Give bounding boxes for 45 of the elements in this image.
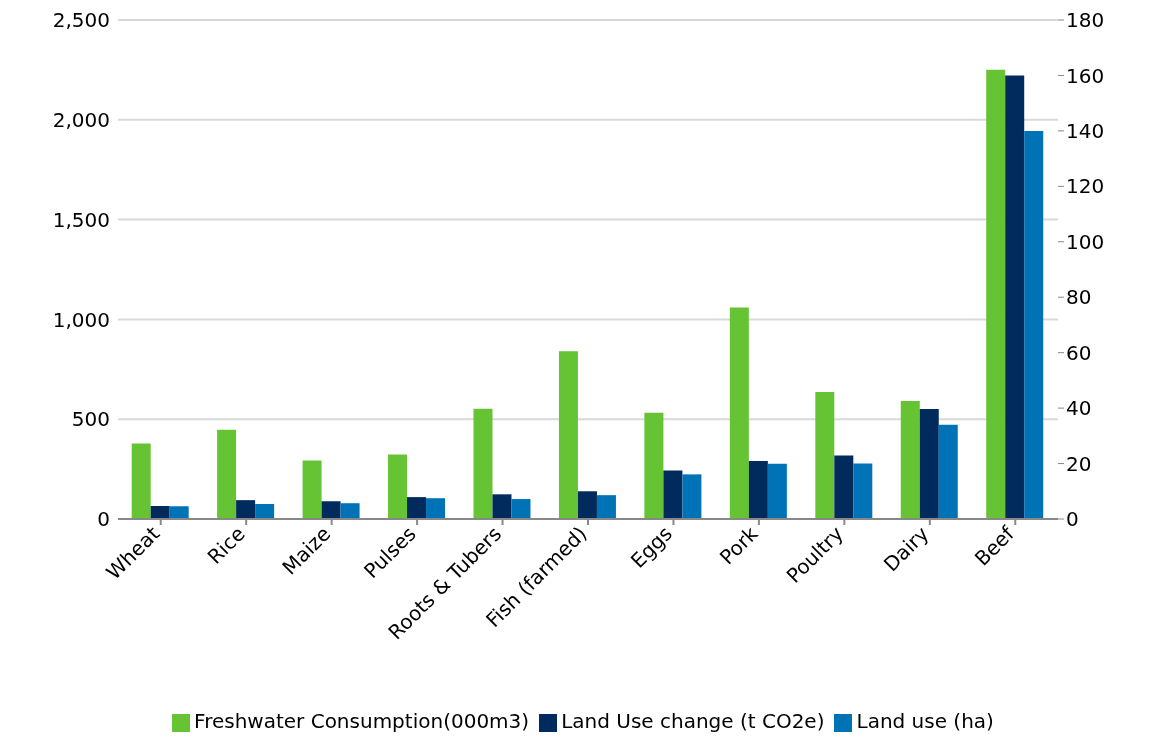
y2-tick-label: 0 (1066, 507, 1079, 532)
bar (340, 503, 360, 519)
bar (131, 443, 151, 519)
y2-tick-label: 20 (1066, 451, 1092, 476)
y-tick-label: 0 (97, 507, 110, 532)
y2-tick-label: 140 (1066, 118, 1105, 143)
bar (729, 307, 749, 519)
bar (577, 491, 597, 519)
bar (938, 424, 958, 519)
bar (236, 500, 256, 519)
bar (255, 504, 275, 519)
legend-label: Freshwater Consumption(000m3) (194, 709, 530, 733)
bar (748, 461, 768, 519)
y-tick-label: 1,500 (52, 207, 110, 232)
bar (150, 505, 170, 519)
y2-tick-label: 60 (1066, 340, 1092, 365)
y2-tick-label: 80 (1066, 285, 1092, 310)
bar (682, 474, 702, 519)
y-tick-label: 2,000 (52, 107, 110, 132)
bar (767, 463, 787, 519)
y2-tick-label: 180 (1066, 8, 1105, 33)
bar (815, 392, 835, 519)
y-tick-label: 500 (71, 407, 110, 432)
bar (388, 454, 408, 519)
bar (492, 494, 512, 519)
legend-label: Land use (ha) (856, 709, 994, 733)
y2-tick-label: 160 (1066, 63, 1105, 88)
bar (853, 463, 873, 519)
bar (321, 501, 341, 519)
legend-label: Land Use change (t CO2e) (561, 709, 825, 733)
bar (558, 351, 578, 519)
bar (596, 495, 616, 519)
y2-tick-label: 40 (1066, 396, 1092, 421)
bar (644, 412, 664, 519)
bar (217, 429, 237, 519)
y2-tick-label: 100 (1066, 229, 1105, 254)
bar (511, 499, 531, 519)
bar (169, 506, 189, 519)
bar (473, 408, 493, 519)
y-tick-label: 2,500 (52, 8, 110, 33)
bar (1024, 130, 1044, 519)
y2-tick-label: 120 (1066, 174, 1105, 199)
bar (302, 460, 322, 519)
y-tick-label: 1,000 (52, 307, 110, 332)
bar (426, 498, 446, 519)
